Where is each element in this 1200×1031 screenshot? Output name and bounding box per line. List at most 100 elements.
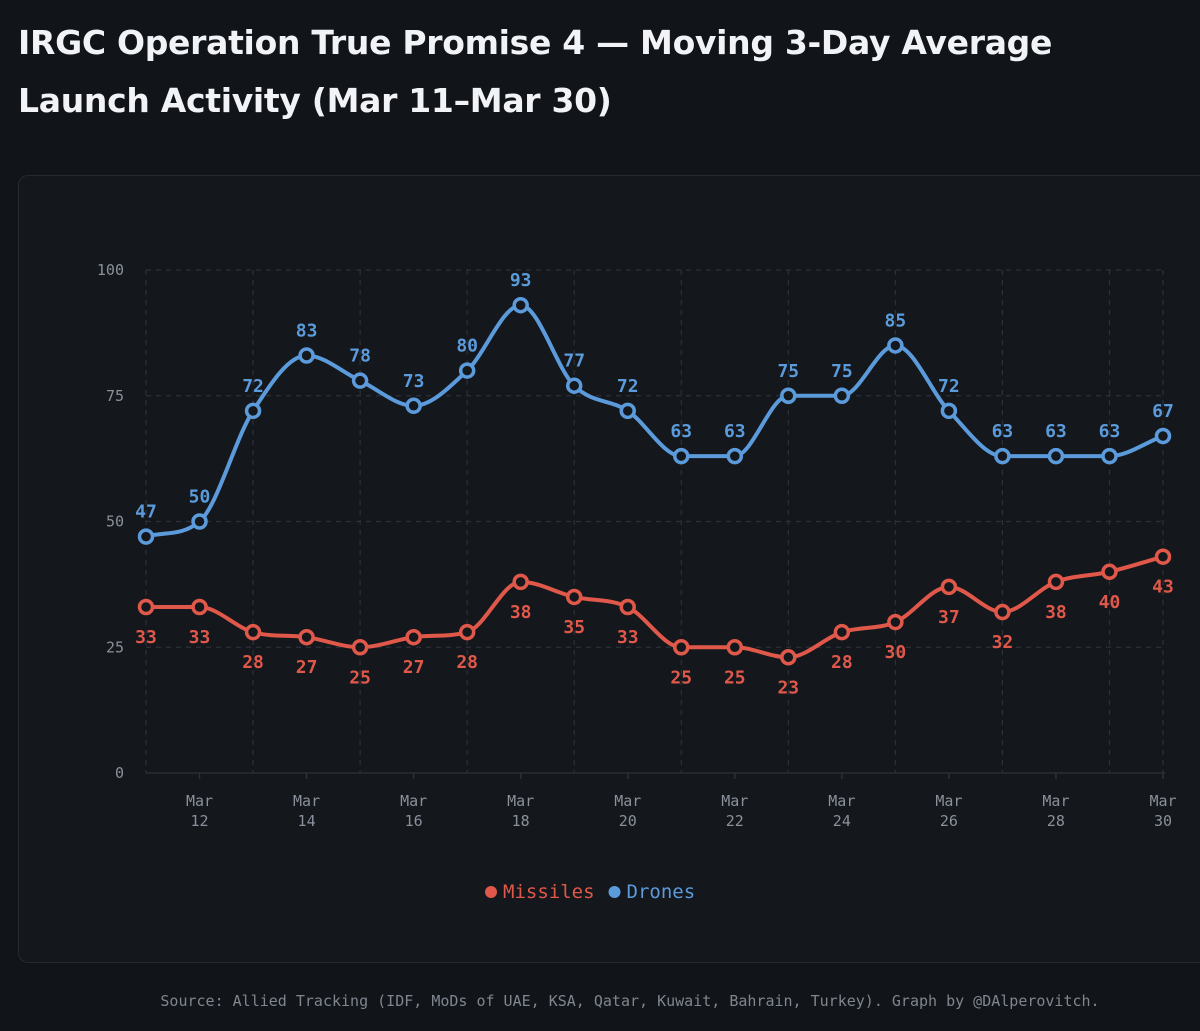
drones-data-label: 73	[403, 371, 425, 392]
missiles-point	[1154, 548, 1172, 565]
missiles-data-label: 33	[617, 627, 639, 648]
x-tick-label: Mar	[614, 792, 641, 810]
drones-data-label: 67	[1152, 401, 1174, 422]
missiles-point	[780, 649, 797, 666]
missiles-data-label: 37	[938, 607, 960, 628]
x-tick-label: 24	[833, 812, 851, 830]
drones-point	[940, 402, 958, 420]
missiles-point	[458, 623, 476, 641]
missiles-point	[833, 623, 851, 641]
missiles-data-label: 28	[831, 652, 853, 673]
drones-data-label: 75	[777, 361, 799, 382]
missiles-point	[1047, 573, 1065, 591]
x-tick-label: 20	[619, 812, 637, 830]
series-drones: 47 50 72 83 78 73 80 93 77 72 63 63 75 75 85 72 63 63 63 67	[135, 270, 1174, 545]
chart-card: 0 25 50 75 100 Mar 12 Mar 14 Mar 16 Mar 18 Mar 20 Mar 22…	[18, 175, 1200, 963]
drones-data-label: 93	[510, 270, 532, 291]
drones-data-label: 72	[617, 376, 639, 397]
drones-point	[244, 402, 262, 420]
missiles-data-label: 35	[563, 617, 585, 638]
missiles-data-label: 30	[885, 642, 907, 663]
x-tick-label: Mar	[828, 792, 855, 810]
chart-svg: 0 25 50 75 100 Mar 12 Mar 14 Mar 16 Mar 18 Mar 20 Mar 22…	[97, 261, 1177, 903]
y-tick-label: 75	[106, 387, 124, 405]
drones-point	[1154, 427, 1172, 445]
legend: Missiles Drones	[485, 881, 695, 903]
missiles-data-label: 28	[242, 652, 264, 673]
drones-data-label: 47	[135, 502, 157, 523]
x-axis: Mar 12 Mar 14 Mar 16 Mar 18 Mar 20 Mar 22 Mar 24 Mar 26…	[186, 773, 1177, 830]
missiles-data-label: 32	[992, 632, 1014, 653]
drones-data-label: 72	[938, 376, 960, 397]
drones-data-label: 63	[1099, 421, 1121, 442]
missiles-data-label: 25	[724, 667, 746, 688]
drones-point	[1101, 447, 1118, 465]
legend-swatch-missiles	[485, 886, 497, 898]
drones-point	[137, 528, 155, 545]
missiles-data-label: 33	[189, 627, 211, 648]
missiles-data-label: 27	[403, 657, 425, 678]
drones-point	[887, 337, 904, 354]
y-tick-label: 50	[106, 513, 124, 531]
drones-data-label: 63	[724, 421, 746, 442]
missiles-data-label: 27	[296, 657, 318, 678]
drones-data-label: 77	[563, 351, 585, 372]
drones-point	[994, 447, 1011, 465]
drones-point	[1047, 447, 1065, 465]
x-tick-label: 22	[726, 812, 744, 830]
drones-point	[565, 377, 583, 394]
x-tick-label: Mar	[721, 792, 748, 810]
drones-point	[351, 372, 369, 389]
x-tick-label: Mar	[186, 792, 213, 810]
drones-point	[191, 513, 208, 530]
missiles-point	[565, 588, 583, 606]
missiles-point	[726, 639, 744, 656]
missiles-data-label: 25	[349, 667, 371, 688]
missiles-data-label: 38	[510, 602, 532, 623]
missiles-point	[1101, 563, 1118, 581]
drones-data-label: 72	[242, 376, 264, 397]
drones-data-label: 85	[885, 310, 907, 331]
drones-point	[673, 447, 690, 465]
drones-point	[405, 397, 422, 415]
x-tick-label: 12	[190, 812, 208, 830]
source-note: Source: Allied Tracking (IDF, MoDs of UA…	[160, 992, 1100, 1010]
grid: 0 25 50 75 100	[97, 261, 1165, 782]
x-tick-label: Mar	[935, 792, 962, 810]
drones-point	[726, 447, 744, 465]
x-tick-label: Mar	[293, 792, 320, 810]
missiles-point	[137, 598, 155, 616]
missiles-data-label: 40	[1099, 592, 1121, 613]
x-tick-label: Mar	[1042, 792, 1069, 810]
drones-point	[298, 347, 315, 364]
missiles-data-label: 33	[135, 627, 157, 648]
x-tick-label: Mar	[400, 792, 427, 810]
drones-data-label: 63	[1045, 421, 1067, 442]
missiles-point	[298, 628, 315, 646]
x-tick-label: Mar	[507, 792, 534, 810]
x-tick-label: Mar	[1149, 792, 1176, 810]
drones-data-label: 63	[670, 421, 692, 442]
missiles-data-label: 43	[1152, 577, 1174, 598]
missiles-point	[512, 573, 529, 591]
x-tick-label: 26	[940, 812, 958, 830]
missiles-data-label: 23	[777, 677, 799, 698]
drones-point	[512, 296, 529, 314]
missiles-data-label: 28	[456, 652, 478, 673]
x-tick-label: 18	[512, 812, 530, 830]
missiles-point	[191, 598, 208, 616]
drones-point	[833, 387, 851, 404]
series-missiles: 33 33 28 27 25 27 28 38 35 33 25 25 23 28 30 37 32 38 40 43	[135, 548, 1174, 698]
drones-data-label: 63	[992, 421, 1014, 442]
drones-data-label: 80	[456, 336, 478, 357]
missiles-data-label: 38	[1045, 602, 1067, 623]
missiles-data-label: 25	[670, 667, 692, 688]
missiles-point	[940, 578, 958, 596]
drones-point	[619, 402, 636, 420]
x-tick-label: 28	[1047, 812, 1065, 830]
missiles-point	[673, 639, 690, 656]
missiles-point	[887, 613, 904, 631]
missiles-point	[244, 623, 262, 641]
legend-label-missiles: Missiles	[503, 881, 595, 903]
drones-point	[458, 362, 476, 379]
